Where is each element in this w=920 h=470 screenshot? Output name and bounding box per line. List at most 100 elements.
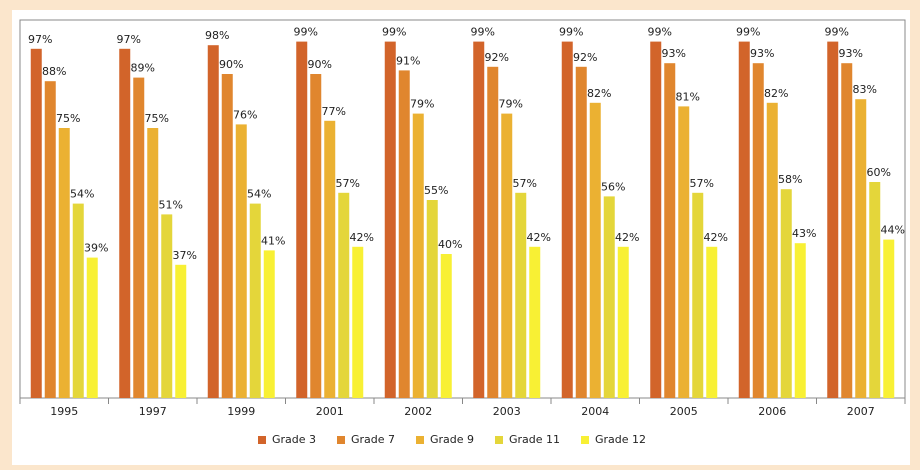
value-label: 89% [131,62,155,75]
legend-label: Grade 7 [351,433,395,446]
bar [147,128,159,398]
value-label: 75% [56,112,80,125]
legend-label: Grade 3 [272,433,316,446]
bar [221,74,233,398]
legend-label: Grade 12 [595,433,646,446]
bar [561,41,573,398]
x-tick-label: 2003 [493,405,521,418]
bar [44,81,56,398]
bar [678,106,690,399]
bar [706,246,718,398]
bar [30,48,42,399]
bar [575,66,587,399]
bar [501,113,513,398]
value-label: 99% [648,26,672,39]
value-label: 44% [881,224,905,237]
value-label: 99% [736,26,760,39]
value-label: 81% [676,90,700,103]
bar [161,214,173,398]
value-label: 39% [84,242,108,255]
value-label: 54% [70,188,94,201]
legend-label: Grade 9 [430,433,474,446]
value-label: 57% [690,177,714,190]
value-label: 40% [438,238,462,251]
value-label: 42% [350,231,374,244]
value-label: 90% [308,58,332,71]
bar [296,41,308,398]
bar [869,182,881,398]
bar [426,200,438,398]
bar [207,45,219,398]
x-tick-label: 2002 [404,405,432,418]
bar [529,246,541,398]
value-label: 56% [601,180,625,193]
value-label: 93% [750,47,774,60]
bar [473,41,485,398]
legend-swatch [581,436,589,444]
value-label: 97% [117,33,141,46]
bar [650,41,662,398]
bar [175,264,187,398]
value-label: 82% [764,87,788,100]
value-label: 97% [28,33,52,46]
value-label: 99% [471,26,495,39]
value-label: 91% [396,54,420,67]
value-label: 92% [485,51,509,64]
bar [589,102,601,399]
bar [398,70,410,399]
value-label: 57% [513,177,537,190]
x-tick-label: 1997 [139,405,167,418]
bar [617,246,629,398]
bar [72,203,84,398]
legend-swatch [495,436,503,444]
bar [738,41,750,398]
value-label: 93% [662,47,686,60]
legend-swatch [337,436,345,444]
bar [766,102,778,399]
x-tick-label: 2005 [670,405,698,418]
bar [487,66,499,399]
bar [235,124,247,399]
x-tick-label: 1995 [50,405,78,418]
x-tick-label: 2006 [758,405,786,418]
x-tick-label: 2007 [847,405,875,418]
value-label: 42% [704,231,728,244]
value-label: 43% [792,227,816,240]
bar [692,192,704,398]
value-label: 93% [839,47,863,60]
value-label: 88% [42,65,66,78]
value-label: 98% [205,29,229,42]
value-label: 82% [587,87,611,100]
bar [352,246,364,398]
value-label: 99% [294,26,318,39]
x-tick-label: 2004 [581,405,609,418]
value-label: 76% [233,108,257,121]
bar [515,192,527,398]
value-label: 99% [559,26,583,39]
value-label: 41% [261,234,285,247]
value-label: 54% [247,188,271,201]
value-label: 37% [173,249,197,262]
bar [664,63,676,398]
x-tick-label: 1999 [227,405,255,418]
value-label: 83% [853,83,877,96]
value-label: 75% [145,112,169,125]
value-label: 99% [382,26,406,39]
bar [58,128,70,398]
value-label: 77% [322,105,346,118]
bar [440,254,452,398]
value-label: 51% [159,198,183,211]
value-label: 79% [410,98,434,111]
bar [133,77,145,398]
value-label: 92% [573,51,597,64]
bar [780,189,792,398]
value-label: 42% [615,231,639,244]
x-tick-label: 2001 [316,405,344,418]
bar [827,41,839,398]
bar [841,63,853,398]
value-label: 90% [219,58,243,71]
value-label: 57% [336,177,360,190]
legend-swatch [258,436,266,444]
value-label: 42% [527,231,551,244]
bar [883,239,895,398]
